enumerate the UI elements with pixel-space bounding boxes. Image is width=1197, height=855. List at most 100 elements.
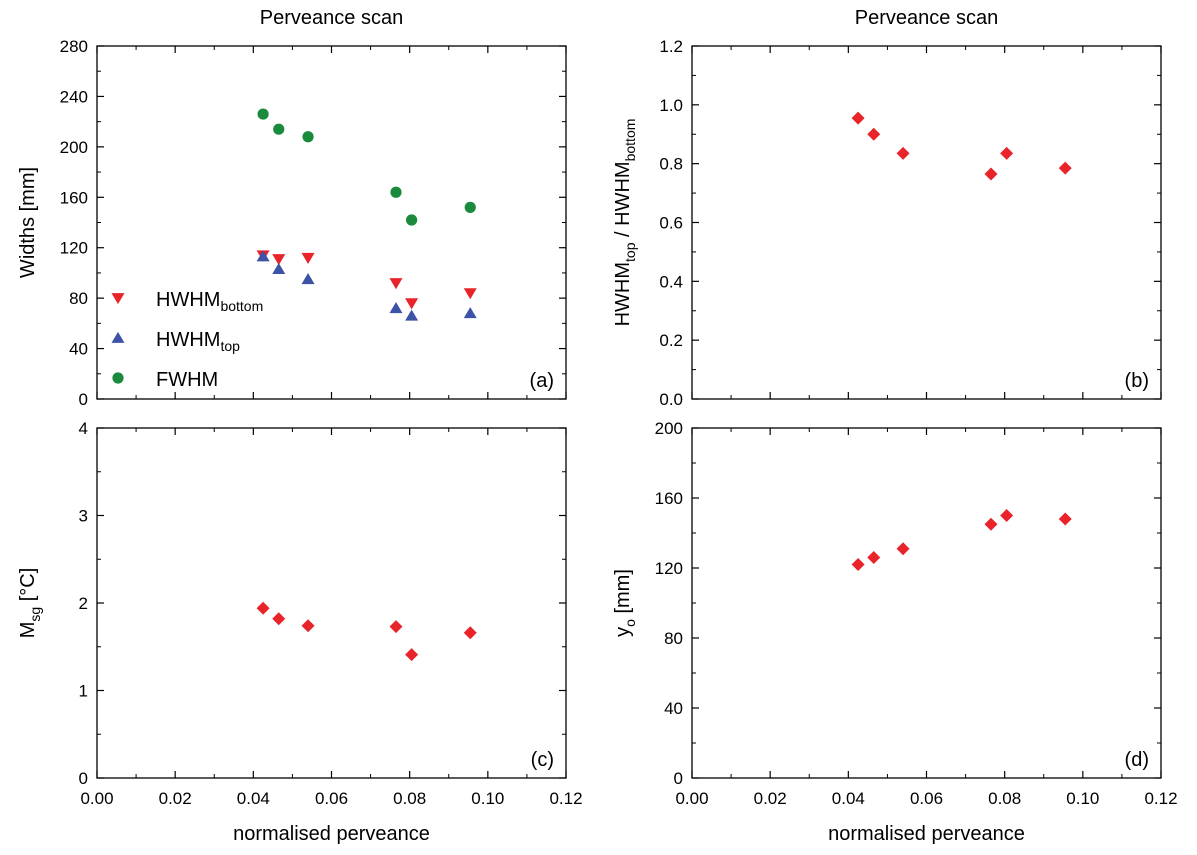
y-tick-label: 2 [79,594,88,613]
data-point [867,127,881,141]
data-point [389,302,403,314]
data-point [405,298,419,310]
data-point [405,309,419,321]
legend-label-main: HWHM [156,289,220,311]
data-point [1058,512,1072,526]
plot-frame [96,427,567,779]
panel-d: 0.00 0.02 0.04 0.06 0.08 0.10 0.12 0 40 80 120 160 2… [612,419,1178,845]
data-point [896,146,910,160]
y-axis-label-part: sg [27,607,43,622]
x-tick-label: 0.02 [159,789,192,808]
y-axis-label-part: M [17,622,39,639]
legend-label-sub: top [220,338,240,354]
x-tick-label: 0.10 [471,789,504,808]
x-tick-label: 0.00 [80,789,113,808]
data-point [464,201,476,213]
y-axis-label-part: HWHM [612,262,634,326]
legend-label-main: FWHM [156,369,218,391]
x-tick-label: 0.04 [237,789,270,808]
y-tick-label: 0.6 [659,214,683,233]
legend-label: HWHMtop [156,329,240,354]
x-tick-label: 0.02 [754,789,787,808]
y-axis-label-part: o [622,619,638,627]
y-tick-label: 1.0 [659,96,683,115]
data-point [273,123,285,135]
y-tick-label: 80 [664,629,683,648]
x-axis-label: normalised perveance [233,823,430,845]
x-tick-label: 0.12 [1144,789,1177,808]
y-tick-label: 280 [60,37,88,56]
data-point [389,278,403,290]
panel-label: (a) [530,370,554,392]
y-axis-label: Msg [°C] [17,568,43,639]
y-tick-label: 0 [79,390,88,409]
x-tick-label: 0.12 [549,789,582,808]
y-tick-label: 160 [60,188,88,207]
y-tick-label: 120 [60,239,88,258]
panel-b: 0.0 0.2 0.4 0.6 0.8 1.0 1.2 Perveance scan HWHMt… [612,7,1162,409]
x-tick-label: 0.00 [675,789,708,808]
legend-label: FWHM [156,369,218,391]
panel-label: (d) [1125,749,1149,771]
y-tick-label: 0 [674,769,683,788]
x-axis-label: normalised perveance [828,823,1025,845]
data-point [272,612,286,626]
y-tick-label: 80 [69,289,88,308]
y-axis-label-part: / HWHM [612,161,634,242]
y-axis-label-part: [°C] [17,568,39,607]
y-axis-label-part: bottom [622,119,638,162]
data-point [1058,161,1072,175]
x-tick-label: 0.04 [832,789,865,808]
panel-label: (c) [531,749,554,771]
data-point [851,111,865,125]
data-point [301,252,315,264]
y-tick-label: 1 [79,682,88,701]
data-point [984,517,998,531]
legend-label: HWHMbottom [156,289,263,314]
y-tick-label: 240 [60,87,88,106]
x-tick-label: 0.08 [988,789,1021,808]
data-point [406,214,418,226]
y-axis-label: Widths [mm] [17,167,39,278]
data-point [463,307,477,319]
data-point [272,262,286,275]
data-point [302,131,314,143]
y-tick-label: 0 [79,769,88,788]
y-tick-label: 1.2 [659,37,683,56]
data-point [463,288,477,300]
data-point [389,620,403,634]
panel-c: 0.00 0.02 0.04 0.06 0.08 0.10 0.12 0 1 2 3 4 normali… [17,419,583,845]
y-axis-label-part: y [612,627,634,637]
y-axis-label: HWHMtop / HWHMbottom [612,119,638,327]
data-point [405,648,419,662]
data-point [851,558,865,571]
x-tick-label: 0.10 [1066,789,1099,808]
plot-frame [691,427,1162,779]
y-tick-label: 40 [664,699,683,718]
data-point [301,273,315,285]
data-point [390,186,402,198]
x-tick-label: 0.06 [910,789,943,808]
data-point [301,619,315,633]
y-tick-label: 0.8 [659,155,683,174]
data-point [256,250,270,262]
legend-label-main: HWHM [156,329,220,351]
data-point [896,542,910,556]
y-tick-label: 0.4 [659,272,683,291]
y-tick-label: 160 [655,489,683,508]
data-point [1000,146,1014,160]
data-point [1000,509,1014,522]
data-point [984,167,998,181]
y-tick-label: 0.0 [659,390,683,409]
y-tick-label: 120 [655,559,683,578]
x-tick-label: 0.08 [393,789,426,808]
plot-frame [691,45,1162,400]
y-tick-label: 40 [69,340,88,359]
data-point [463,626,477,640]
panel-label: (b) [1125,370,1149,392]
y-tick-label: 4 [79,419,88,438]
y-axis-label-part: [mm] [612,569,634,619]
y-axis-label: yo [mm] [612,569,638,637]
